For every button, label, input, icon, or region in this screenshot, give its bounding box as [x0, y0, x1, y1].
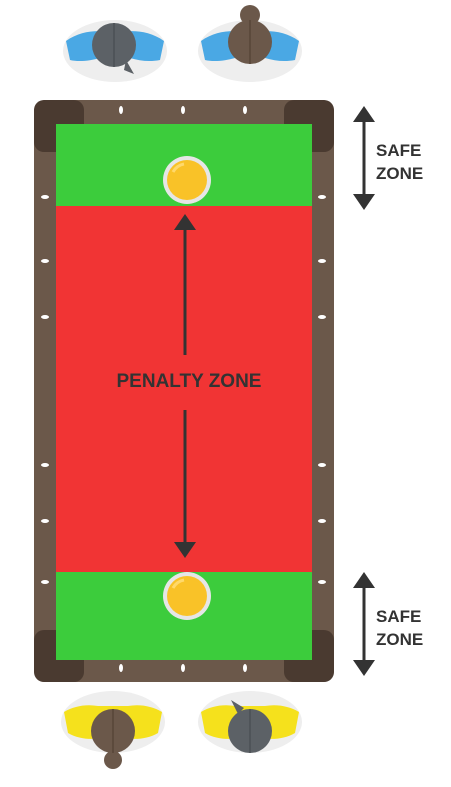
penalty-arrow — [174, 214, 196, 558]
penalty-zone-label: PENALTY ZONE — [117, 371, 262, 392]
player-bottom-left — [61, 691, 165, 769]
player-top-right — [198, 5, 302, 82]
player-bottom-right — [198, 691, 302, 753]
safe-zone-bottom-label-line2: ZONE — [376, 630, 423, 649]
safe-zone-top-label-line2: ZONE — [376, 164, 423, 183]
safe-zone-bottom-marker: SAFE ZONE — [353, 572, 423, 676]
pool-table: PENALTY ZONE — [34, 100, 334, 682]
safe-zone-top-label-line1: SAFE — [376, 141, 421, 160]
cue-ball-top-icon — [163, 156, 211, 204]
safe-zone-bottom-label-line1: SAFE — [376, 607, 421, 626]
player-top-left — [63, 20, 167, 82]
rail-diamonds — [41, 106, 326, 672]
safe-zone-top-marker: SAFE ZONE — [353, 106, 423, 210]
cue-ball-bottom-icon — [163, 572, 211, 620]
